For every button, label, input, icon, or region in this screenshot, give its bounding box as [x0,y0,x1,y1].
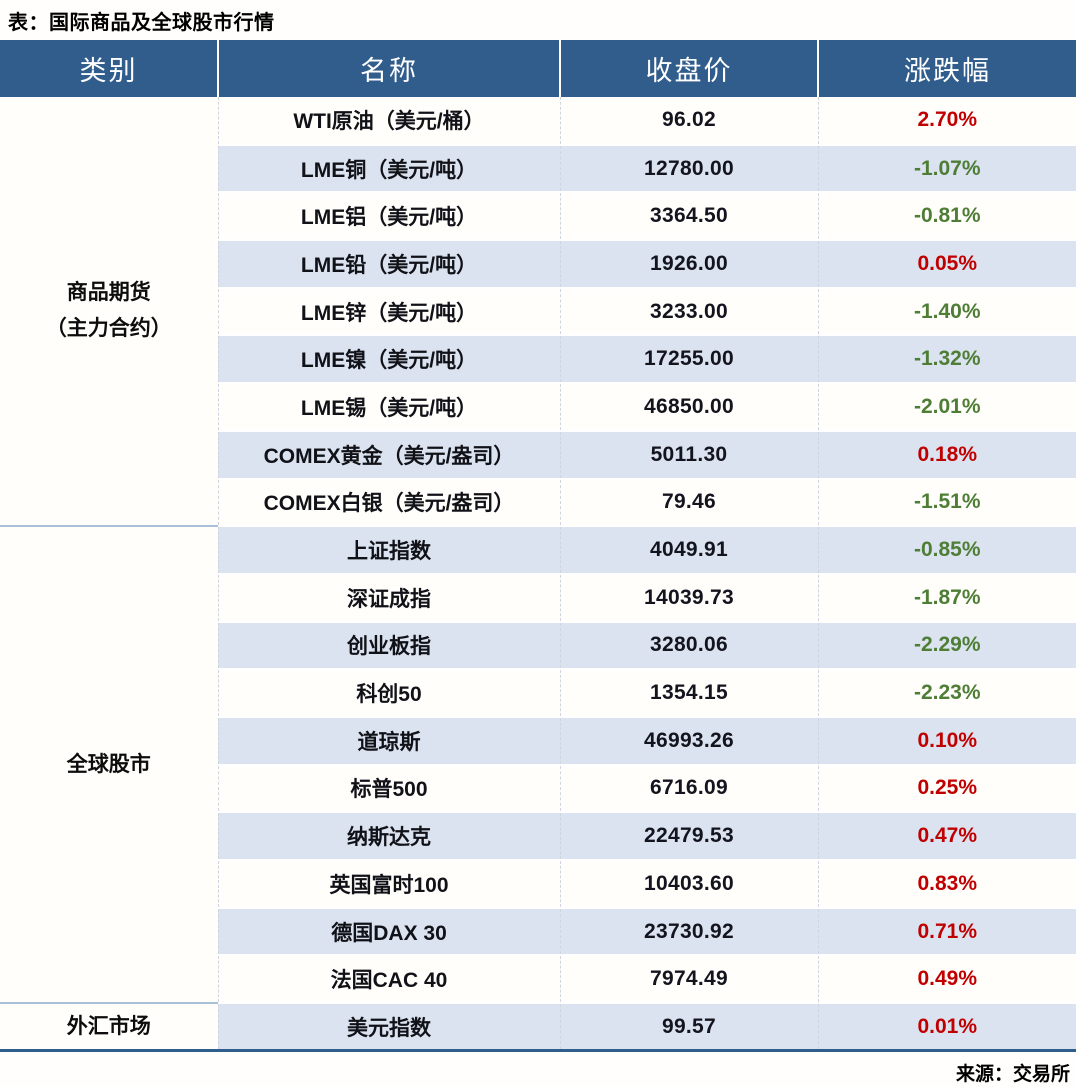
row-change: 0.01% [817,1003,1076,1052]
row-name: 英国富时100 [217,860,560,909]
row-close: 3233.00 [559,287,818,337]
table-header-row: 类别 名称 收盘价 涨跌幅 [0,40,1076,97]
table-row: 德国DAX 30 23730.92 0.71% [0,907,1076,957]
table-row: 科创50 1354.15 -2.23% [0,669,1076,718]
row-name: 上证指数 [217,526,560,575]
row-close: 14039.73 [559,573,818,623]
row-change: 2.70% [817,97,1076,146]
row-change: -2.01% [817,383,1076,432]
page-title: 表：国际商品及全球股市行情 [8,12,275,34]
table-row: LME锡（美元/吨） 46850.00 -2.01% [0,383,1076,432]
market-table: 类别 名称 收盘价 涨跌幅 商品期货 （主力合约） WTI原油（美元/桶） 96… [0,40,1076,1053]
header-name: 名称 [217,40,560,97]
row-close: 4049.91 [559,526,818,575]
row-name: LME锌（美元/吨） [217,287,560,337]
table-row: 全球股市 上证指数 4049.91 -0.85% [0,525,1076,1004]
row-close: 17255.00 [559,335,818,385]
header-category: 类别 [0,40,218,97]
table-row: LME铜（美元/吨） 12780.00 -1.07% [0,144,1076,194]
row-name: 法国CAC 40 [217,955,560,1005]
row-name: COMEX黄金（美元/盎司） [217,430,560,480]
row-change: -1.07% [817,144,1076,194]
row-change: 0.25% [817,764,1076,814]
row-close: 12780.00 [559,144,818,194]
table-row: 法国CAC 40 7974.49 0.49% [0,955,1076,1005]
table-row: 纳斯达克 22479.53 0.47% [0,812,1076,861]
row-close: 79.46 [559,478,818,528]
row-change: -0.81% [817,192,1076,242]
row-close: 1926.00 [559,240,818,289]
table-row: 道琼斯 46993.26 0.10% [0,716,1076,766]
row-change: 0.49% [817,955,1076,1005]
row-close: 10403.60 [559,860,818,909]
table-row: 标普500 6716.09 0.25% [0,764,1076,814]
row-change: 0.47% [817,812,1076,861]
row-close: 6716.09 [559,764,818,814]
row-name: 创业板指 [217,621,560,671]
row-close: 96.02 [559,97,818,146]
row-close: 23730.92 [559,907,818,957]
row-close: 46850.00 [559,383,818,432]
table-row: COMEX白银（美元/盎司） 79.46 -1.51% [0,478,1076,528]
row-name: 标普500 [217,764,560,814]
row-change: 0.05% [817,240,1076,289]
row-name: LME铅（美元/吨） [217,240,560,289]
row-close: 5011.30 [559,430,818,480]
table-row: LME铝（美元/吨） 3364.50 -0.81% [0,192,1076,242]
table-row: 深证成指 14039.73 -1.87% [0,573,1076,623]
row-change: 0.83% [817,860,1076,909]
row-name: 纳斯达克 [217,812,560,861]
row-close: 99.57 [559,1003,818,1052]
row-name: LME铝（美元/吨） [217,192,560,242]
row-name: LME铜（美元/吨） [217,144,560,194]
table-row: LME锌（美元/吨） 3233.00 -1.40% [0,287,1076,337]
row-change: 0.18% [817,430,1076,480]
row-name: 德国DAX 30 [217,907,560,957]
header-close: 收盘价 [559,40,818,97]
row-change: -1.32% [817,335,1076,385]
row-change: -2.23% [817,669,1076,718]
row-change: -1.40% [817,287,1076,337]
row-change: 0.71% [817,907,1076,957]
row-name: 科创50 [217,669,560,718]
table-row: 商品期货 （主力合约） WTI原油（美元/桶） 96.02 2.70% [0,97,1076,527]
table-row: LME铅（美元/吨） 1926.00 0.05% [0,240,1076,289]
row-close: 46993.26 [559,716,818,766]
row-name: 道琼斯 [217,716,560,766]
row-close: 7974.49 [559,955,818,1005]
row-change: -1.87% [817,573,1076,623]
category-cell-global-stocks: 全球股市 [0,525,218,1004]
header-change: 涨跌幅 [817,40,1076,97]
row-name: 深证成指 [217,573,560,623]
row-close: 1354.15 [559,669,818,718]
source-note: 来源：交易所 [955,1064,1070,1086]
row-change: -2.29% [817,621,1076,671]
table-row: LME镍（美元/吨） 17255.00 -1.32% [0,335,1076,385]
table-row: 英国富时100 10403.60 0.83% [0,860,1076,909]
table-row: 创业板指 3280.06 -2.29% [0,621,1076,671]
category-cell-forex: 外汇市场 [0,1002,218,1051]
row-name: 美元指数 [217,1003,560,1052]
row-change: -1.51% [817,478,1076,528]
row-change: -0.85% [817,526,1076,575]
row-close: 3364.50 [559,192,818,242]
row-name: LME锡（美元/吨） [217,383,560,432]
row-name: COMEX白银（美元/盎司） [217,478,560,528]
category-cell-commodities: 商品期货 （主力合约） [0,97,218,527]
row-name: LME镍（美元/吨） [217,335,560,385]
row-close: 3280.06 [559,621,818,671]
row-name: WTI原油（美元/桶） [217,97,560,146]
table-row: COMEX黄金（美元/盎司） 5011.30 0.18% [0,430,1076,480]
row-change: 0.10% [817,716,1076,766]
table-row: 外汇市场 美元指数 99.57 0.01% [0,1002,1076,1052]
row-close: 22479.53 [559,812,818,861]
